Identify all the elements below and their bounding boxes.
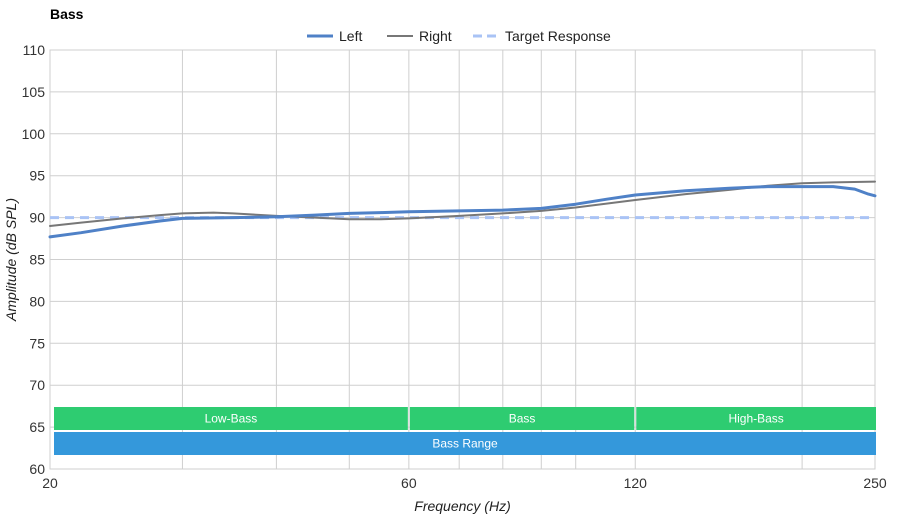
plot-border <box>49 49 876 470</box>
y-tick-label: 70 <box>29 377 45 393</box>
y-tick-label: 60 <box>29 461 45 477</box>
y-tick-label: 85 <box>29 252 45 268</box>
band-low-bass <box>54 407 408 430</box>
y-tick-label: 95 <box>29 168 45 184</box>
y-axis-label: Amplitude (dB SPL) <box>3 198 19 322</box>
grid <box>49 49 876 470</box>
x-tick-label: 250 <box>863 475 887 491</box>
band-label: Low-Bass <box>205 412 258 426</box>
legend: Left Right Target Response <box>307 28 611 44</box>
chart-title: Bass <box>50 6 84 22</box>
frequency-bands: Low-Bass Bass High-Bass Bass Range <box>54 407 876 455</box>
series-lines <box>48 180 877 239</box>
legend-label: Left <box>339 28 362 44</box>
band-bass <box>409 407 635 430</box>
band-label: Bass <box>509 412 536 426</box>
x-tick-label: 60 <box>401 475 417 491</box>
legend-label: Target Response <box>505 28 611 44</box>
y-tick-label: 105 <box>22 84 46 100</box>
y-tick-label: 65 <box>29 419 45 435</box>
y-tick-label: 90 <box>29 210 45 226</box>
legend-label: Right <box>419 28 452 44</box>
x-axis-label: Frequency (Hz) <box>414 498 510 514</box>
y-tick-label: 100 <box>22 126 46 142</box>
x-tick-label: 120 <box>624 475 648 491</box>
y-tick-label: 75 <box>29 335 45 351</box>
x-tick-label: 20 <box>42 475 58 491</box>
band-label: Bass Range <box>432 437 498 451</box>
band-label: High-Bass <box>728 412 783 426</box>
series-left <box>48 185 877 239</box>
band-high-bass <box>636 407 876 430</box>
y-tick-label: 110 <box>23 42 46 58</box>
band-bass-range <box>54 432 876 455</box>
y-tick-label: 80 <box>29 293 45 309</box>
